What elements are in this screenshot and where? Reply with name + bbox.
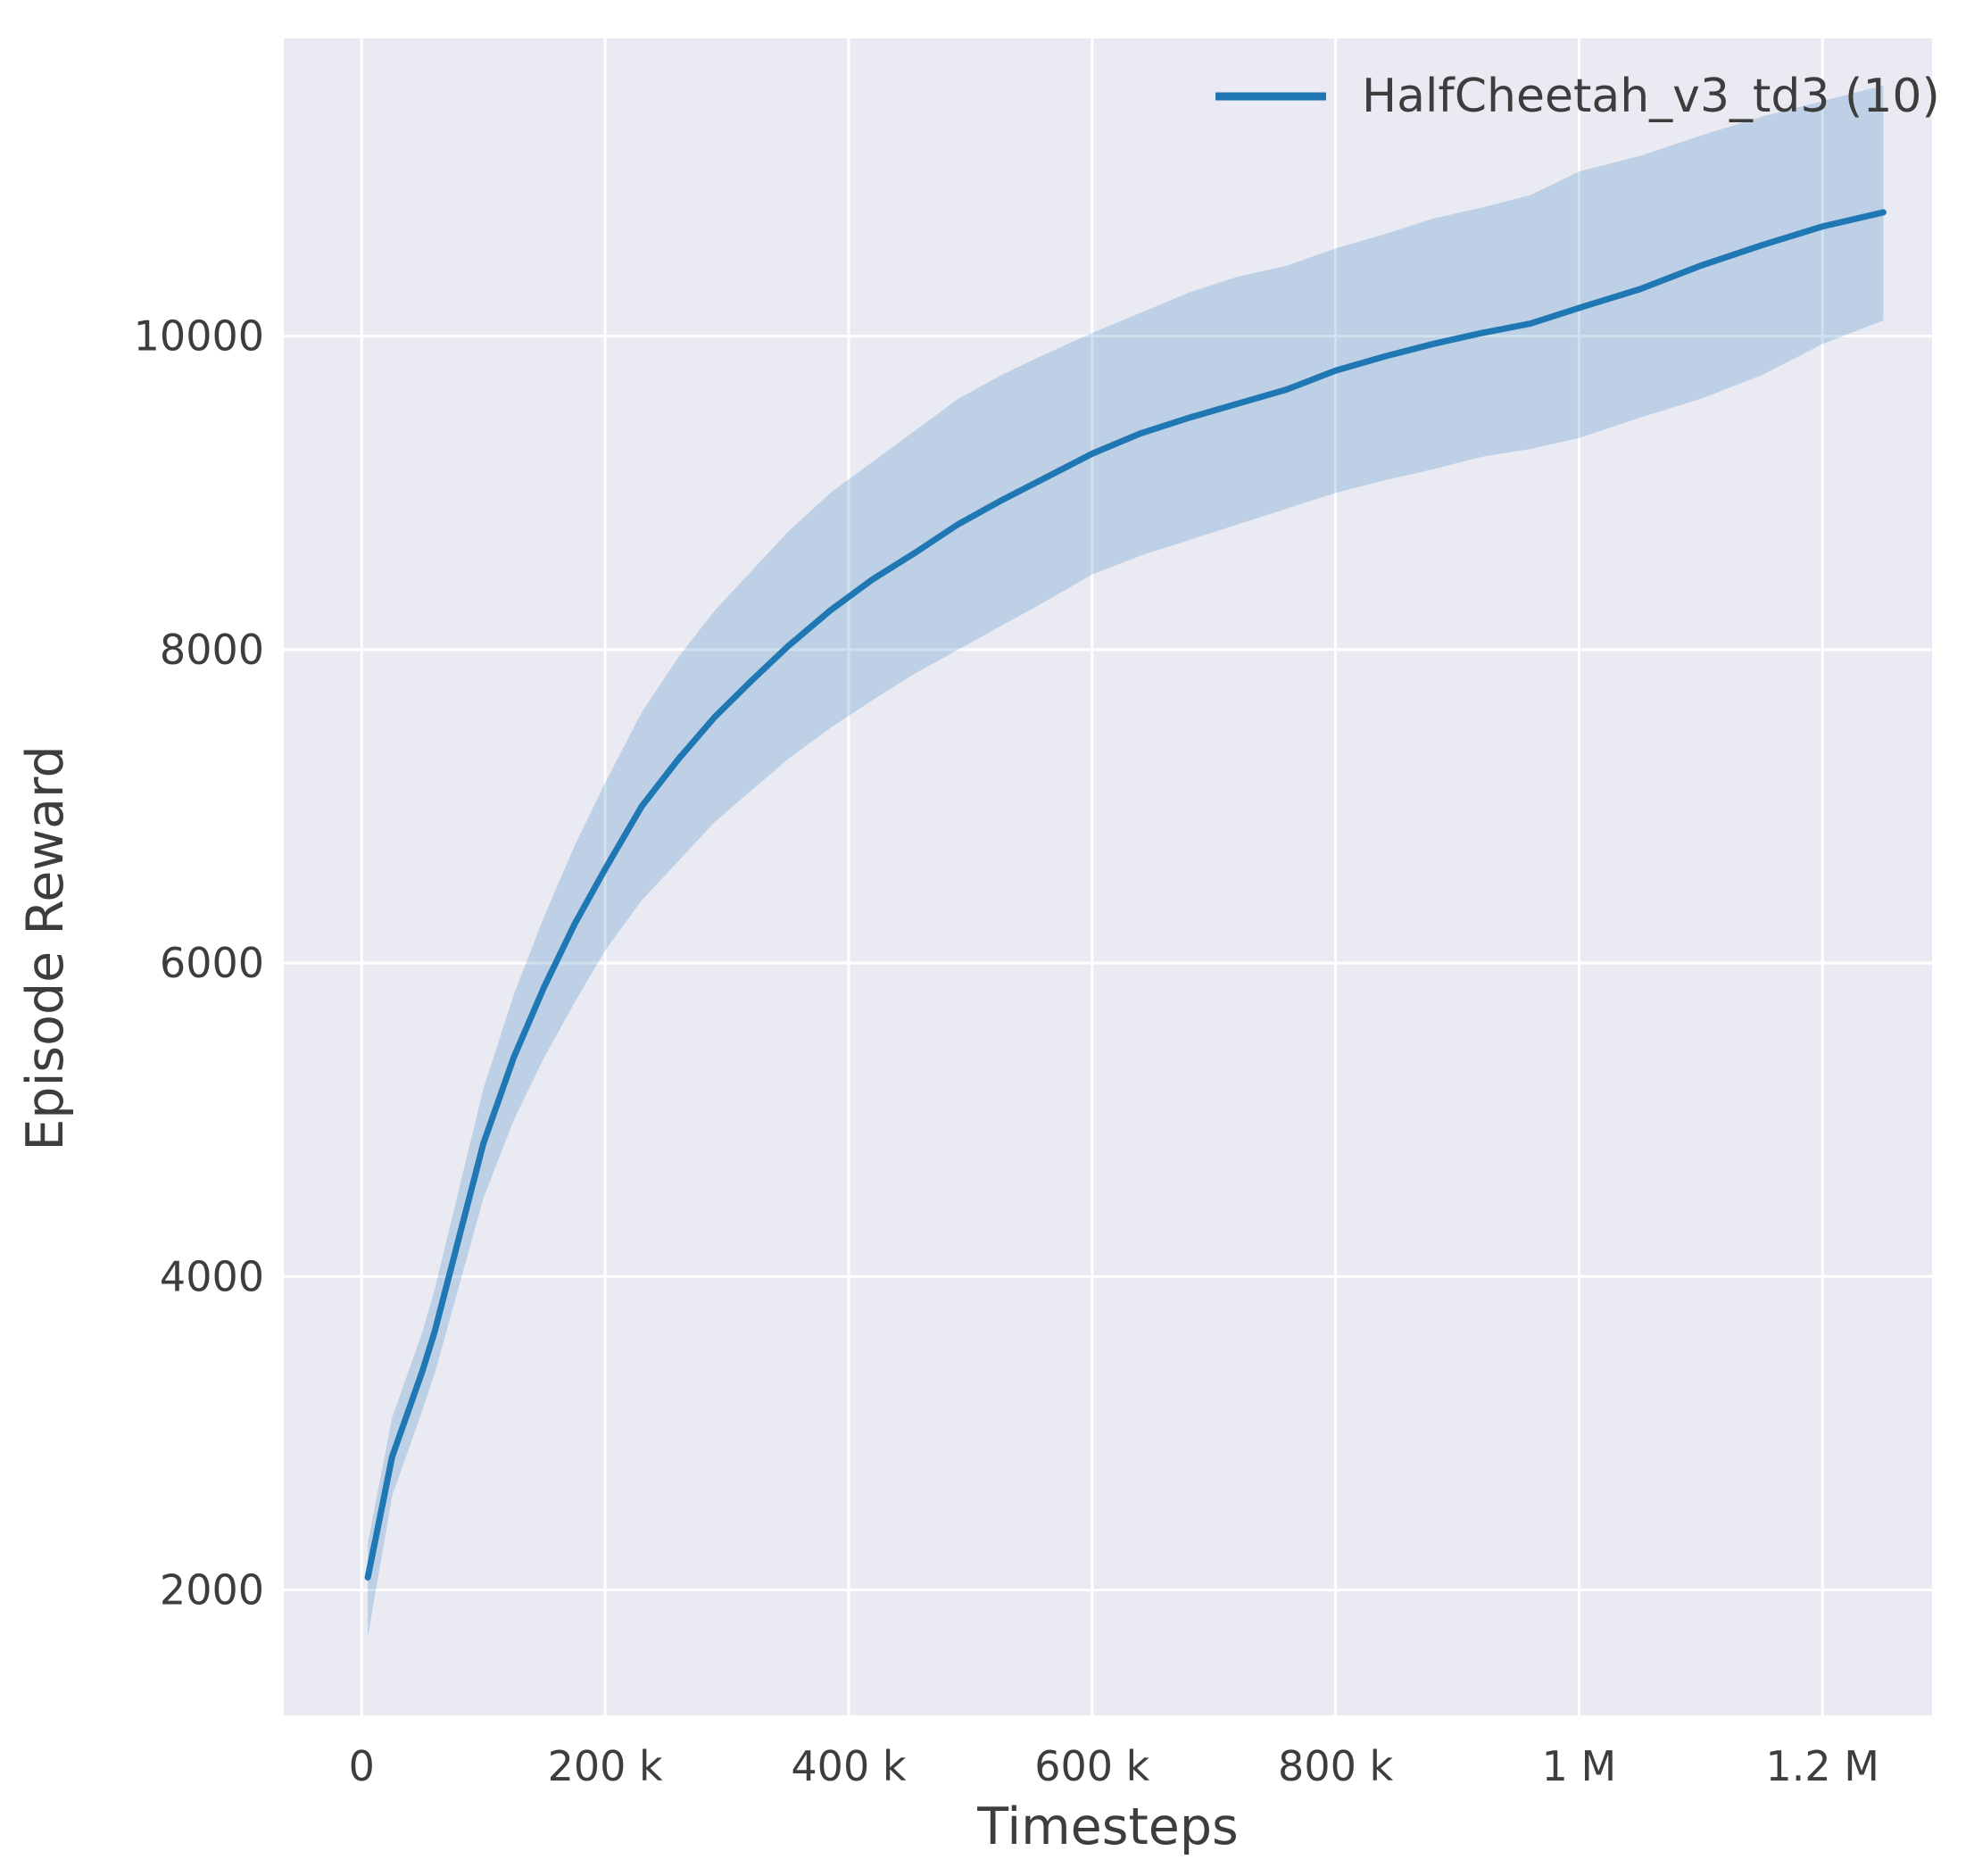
plot-area xyxy=(284,38,1932,1715)
x-tick-label: 200 k xyxy=(548,1742,663,1790)
y-axis-label: Episode Reward xyxy=(16,745,75,1150)
confidence-band xyxy=(368,85,1884,1638)
x-tick-label: 400 k xyxy=(791,1742,906,1790)
y-tick-label: 4000 xyxy=(160,1252,264,1300)
x-tick-label: 0 xyxy=(349,1742,375,1790)
y-tick-label: 2000 xyxy=(160,1566,264,1615)
legend-label: HalfCheetah_v3_td3 (10) xyxy=(1362,70,1940,123)
x-tick-label: 600 k xyxy=(1034,1742,1149,1790)
x-tick-label: 1 M xyxy=(1542,1742,1617,1790)
x-tick-label: 800 k xyxy=(1278,1742,1393,1790)
legend: HalfCheetah_v3_td3 (10) xyxy=(1215,70,1940,123)
y-tick-label: 10000 xyxy=(134,312,264,361)
x-axis-label: Timesteps xyxy=(976,1797,1239,1856)
x-tick-label: 1.2 M xyxy=(1765,1742,1879,1790)
mean-line xyxy=(364,209,1887,1581)
y-tick-label: 6000 xyxy=(160,939,264,987)
y-tick-label: 8000 xyxy=(160,626,264,674)
